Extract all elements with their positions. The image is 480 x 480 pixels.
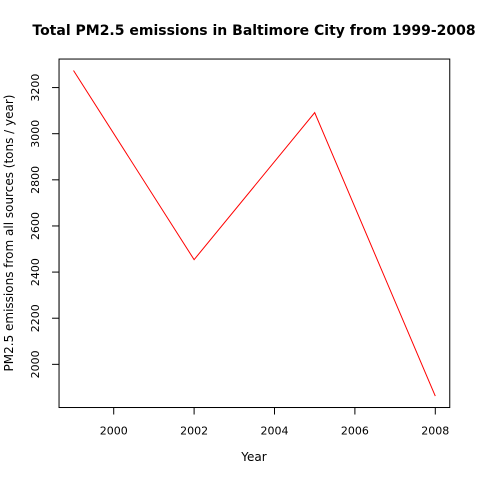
plot-frame xyxy=(58,58,451,409)
x-tick-label: 2000 xyxy=(100,425,128,438)
y-tick-label: 2200 xyxy=(29,304,42,332)
series-layer xyxy=(73,70,436,397)
chart-title: Total PM2.5 emissions in Baltimore City … xyxy=(32,23,475,39)
y-axis-label: PM2.5 emissions from all sources (tons /… xyxy=(2,95,16,372)
x-axis-label: Year xyxy=(240,450,266,464)
x-tick-label: 2002 xyxy=(180,425,208,438)
x-tick-label: 2008 xyxy=(421,425,449,438)
x-tick-label: 2006 xyxy=(341,425,369,438)
y-tick-label: 2400 xyxy=(29,258,42,286)
y-axis: 2000 2200 2400 2600 2800 3000 3200 xyxy=(29,74,60,378)
y-tick-label: 3200 xyxy=(29,74,42,102)
y-tick-label: 2800 xyxy=(29,166,42,194)
x-tick-label: 2004 xyxy=(260,425,288,438)
y-tick-label: 3000 xyxy=(29,120,42,148)
x-axis: 2000 2002 2004 2006 2008 xyxy=(100,407,449,438)
y-tick-label: 2600 xyxy=(29,212,42,240)
y-tick-label: 2000 xyxy=(29,350,42,378)
series-line xyxy=(73,70,436,397)
